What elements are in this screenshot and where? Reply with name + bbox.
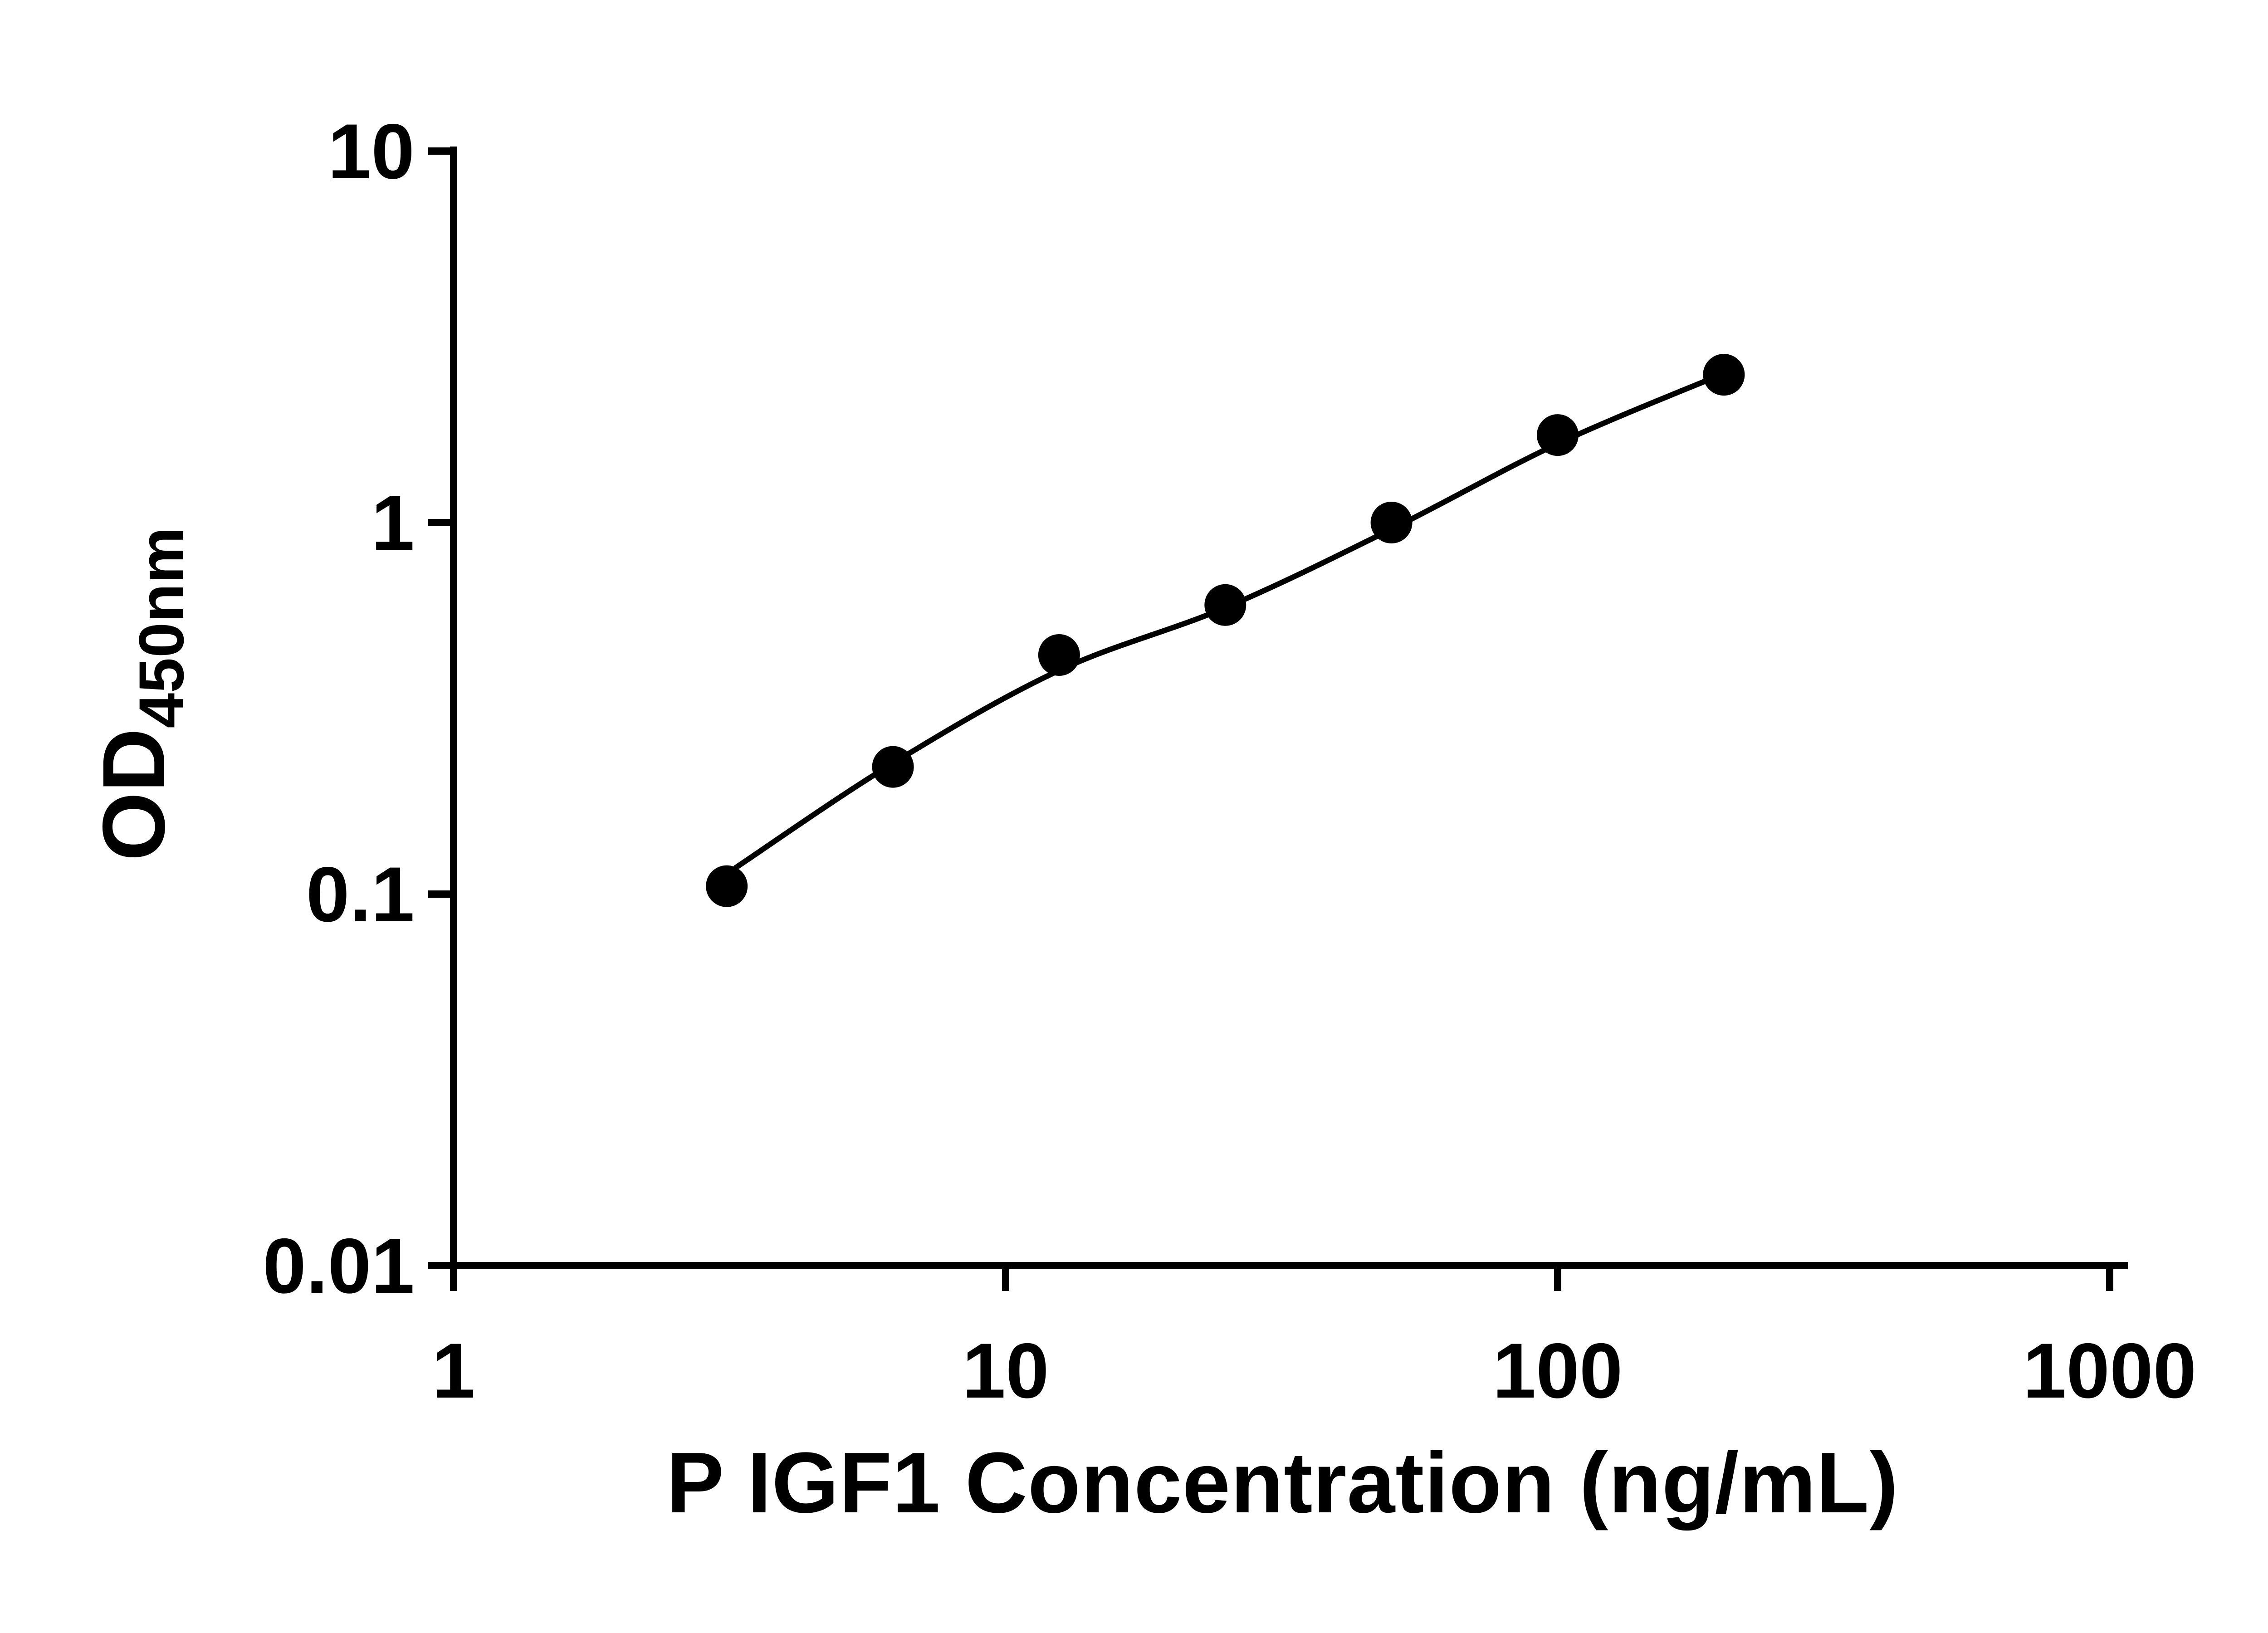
y-tick-label: 0.1 xyxy=(306,851,415,938)
y-tick-label: 1 xyxy=(371,479,415,567)
y-axis-title-subscript: 450nm xyxy=(126,527,197,728)
x-tick-label: 1000 xyxy=(2023,1327,2197,1414)
x-tick-label: 1 xyxy=(432,1327,475,1414)
y-axis-title: OD450nm xyxy=(83,527,198,861)
data-point xyxy=(1038,634,1080,676)
x-axis-title: P IGF1 Concentration (ng/mL) xyxy=(666,1435,1899,1531)
data-point xyxy=(872,746,914,788)
y-tick-label: 0.01 xyxy=(263,1222,415,1310)
y-axis-title-main: OD xyxy=(84,728,183,861)
y-tick-label: 10 xyxy=(328,108,415,195)
data-point xyxy=(1204,584,1246,626)
data-point xyxy=(1537,414,1579,456)
x-tick-label: 100 xyxy=(1493,1327,1623,1414)
data-point xyxy=(706,865,748,907)
x-tick-label: 10 xyxy=(962,1327,1049,1414)
data-point xyxy=(1370,502,1413,543)
data-point xyxy=(1703,354,1745,396)
